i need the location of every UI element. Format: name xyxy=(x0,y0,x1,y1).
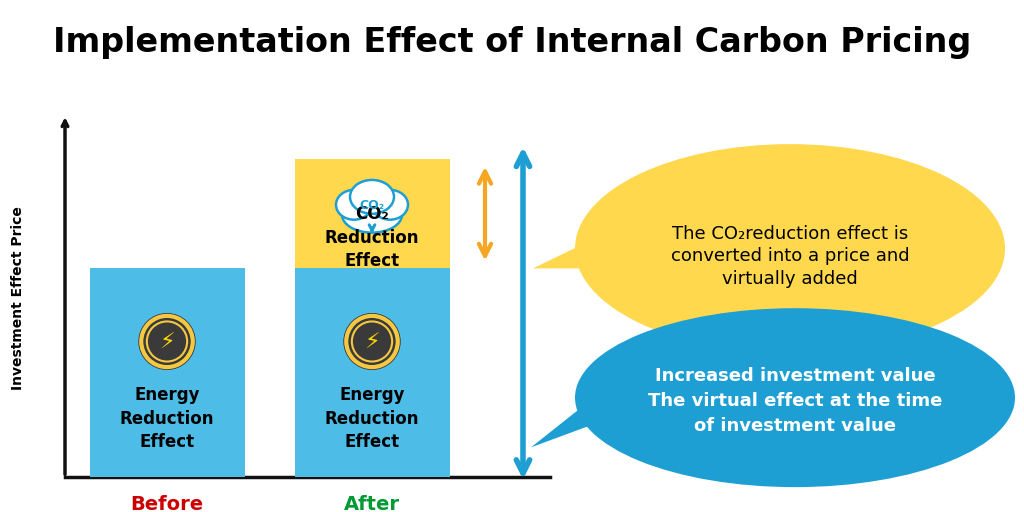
Text: The virtual effect at the time: The virtual effect at the time xyxy=(648,392,942,410)
Text: ⚡: ⚡ xyxy=(365,332,380,352)
Text: converted into a price and: converted into a price and xyxy=(671,247,909,266)
Text: Implementation Effect of Internal Carbon Pricing: Implementation Effect of Internal Carbon… xyxy=(53,26,971,59)
Bar xyxy=(295,268,450,477)
Ellipse shape xyxy=(336,190,372,220)
Polygon shape xyxy=(534,229,615,268)
Polygon shape xyxy=(531,373,625,447)
Bar xyxy=(90,268,245,477)
Text: After: After xyxy=(344,495,400,512)
Circle shape xyxy=(139,314,195,369)
Text: The CO₂reduction effect is: The CO₂reduction effect is xyxy=(672,225,908,243)
Text: Energy
Reduction
Effect: Energy Reduction Effect xyxy=(325,386,419,452)
Bar xyxy=(295,159,450,268)
Ellipse shape xyxy=(350,180,394,214)
Text: CO₂
Reduction
Effect: CO₂ Reduction Effect xyxy=(325,205,419,270)
Circle shape xyxy=(344,314,400,369)
Text: Before: Before xyxy=(130,495,204,512)
Text: Increased investment value: Increased investment value xyxy=(654,367,935,385)
Text: virtually added: virtually added xyxy=(722,270,858,288)
Ellipse shape xyxy=(575,308,1015,487)
Text: CO₂: CO₂ xyxy=(359,199,385,212)
Text: Investment Effect Price: Investment Effect Price xyxy=(11,206,25,390)
Ellipse shape xyxy=(342,197,402,232)
Text: Energy
Reduction
Effect: Energy Reduction Effect xyxy=(120,386,214,452)
Text: of investment value: of investment value xyxy=(694,416,896,435)
Text: ⚡: ⚡ xyxy=(159,332,175,352)
Ellipse shape xyxy=(372,190,408,220)
Ellipse shape xyxy=(575,144,1005,353)
